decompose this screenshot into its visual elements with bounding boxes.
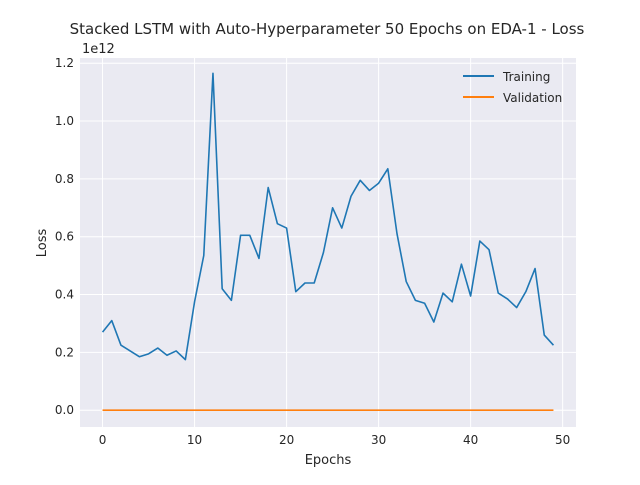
series-line-training xyxy=(101,72,555,361)
y-tick-label: 0.0 xyxy=(55,403,74,417)
y-tick-label: 0.4 xyxy=(55,288,74,302)
axis-ticks: 0 10 20 30 40 50 0.0 0.2 0.4 0.6 0.8 1.0 1.2 xyxy=(55,56,570,447)
y-axis-offset-label: 1e12 xyxy=(82,42,115,57)
grid-lines xyxy=(80,58,576,427)
x-tick-label: 0 xyxy=(99,433,107,447)
plot-area xyxy=(80,58,576,427)
y-tick-label: 0.2 xyxy=(55,345,74,359)
y-tick-label: 1.2 xyxy=(55,56,74,70)
y-axis-label: Loss xyxy=(35,229,50,258)
series-lines xyxy=(101,72,555,412)
legend-label-validation: Validation xyxy=(503,91,562,105)
chart-title: Stacked LSTM with Auto-Hyperparameter 50… xyxy=(70,20,585,38)
y-tick-label: 0.6 xyxy=(55,230,74,244)
x-tick-label: 20 xyxy=(279,433,294,447)
legend-label-training: Training xyxy=(502,70,550,84)
x-tick-label: 30 xyxy=(371,433,386,447)
x-tick-label: 10 xyxy=(187,433,202,447)
x-tick-label: 50 xyxy=(555,433,570,447)
y-tick-label: 0.8 xyxy=(55,172,74,186)
y-tick-label: 1.0 xyxy=(55,114,74,128)
x-axis-label: Epochs xyxy=(305,453,352,468)
x-tick-label: 40 xyxy=(463,433,478,447)
legend: Training Validation xyxy=(463,70,562,105)
